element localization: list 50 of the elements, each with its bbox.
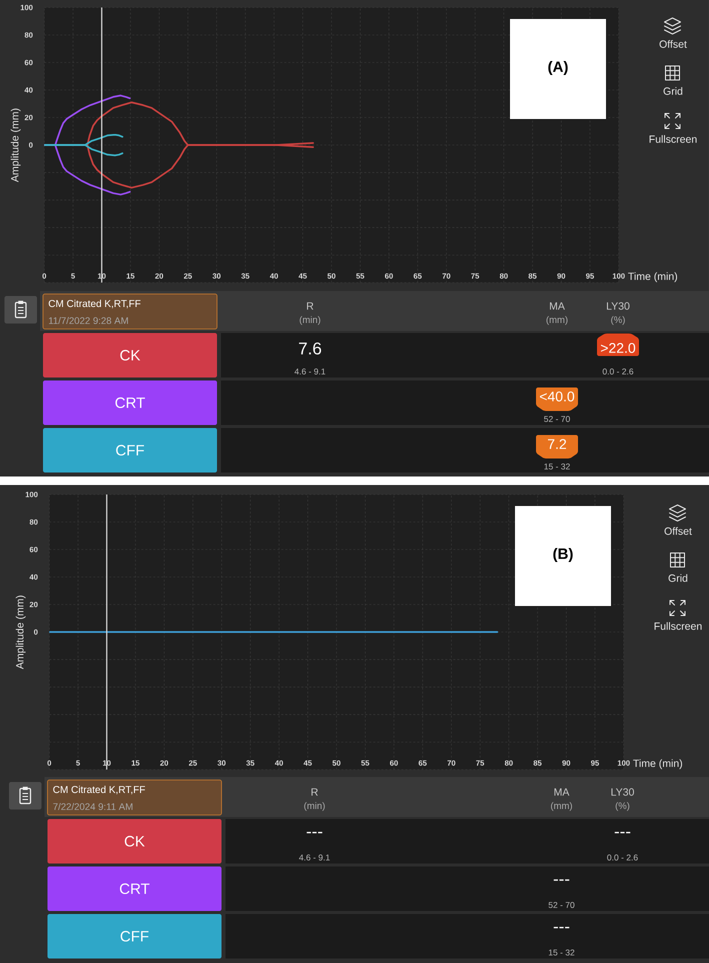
text: Grid xyxy=(664,87,682,95)
y-axis-title: Amplitude (mm) xyxy=(16,596,26,670)
text: MA xyxy=(550,302,565,310)
text: Fullscreen xyxy=(650,135,697,143)
y-axis-title: Amplitude (mm) xyxy=(10,108,21,182)
text: CM Citrated K,RT,FF xyxy=(48,300,140,308)
text: 4.6 - 9.1 xyxy=(299,854,330,861)
text: (min) xyxy=(304,802,325,811)
text: 11/7/2022 9:28 AM xyxy=(49,316,128,324)
text: 52 - 70 xyxy=(544,416,570,422)
text: (A) xyxy=(548,61,568,75)
text: (min) xyxy=(300,316,320,325)
text: 52 - 70 xyxy=(548,902,574,908)
text: 7/22/2024 9:11 AM xyxy=(53,802,132,810)
text: Grid xyxy=(668,574,688,582)
text: 15 - 32 xyxy=(548,949,574,956)
category-label: CFF xyxy=(120,930,148,942)
text: <40.0 xyxy=(540,392,574,402)
category-label: CK xyxy=(120,350,140,361)
category-label: CK xyxy=(124,836,145,847)
text: (%) xyxy=(616,802,630,811)
text: (mm) xyxy=(551,802,572,811)
text: --- xyxy=(614,832,630,834)
text: 15 - 32 xyxy=(544,463,570,470)
text: (%) xyxy=(611,316,625,325)
text: >22.0 xyxy=(600,343,636,353)
text: --- xyxy=(554,926,570,928)
text: MA xyxy=(554,788,570,796)
text: LY30 xyxy=(611,788,634,796)
category-label: CFF xyxy=(116,444,144,456)
text: CM Citrated K,RT,FF xyxy=(53,786,145,794)
text: Offset xyxy=(660,40,687,48)
category-label: CRT xyxy=(115,397,145,408)
text: 7.2 xyxy=(548,439,566,449)
text: LY30 xyxy=(606,302,630,310)
text: Offset xyxy=(664,527,692,535)
text: 0.0 - 2.6 xyxy=(607,854,638,861)
text: R xyxy=(312,788,318,796)
text: (B) xyxy=(553,548,573,562)
text: 4.6 - 9.1 xyxy=(294,368,326,375)
text: Fullscreen xyxy=(654,622,702,630)
text: --- xyxy=(554,879,570,881)
text: --- xyxy=(306,832,322,834)
text: (mm) xyxy=(546,316,568,325)
category-label: CRT xyxy=(120,883,150,894)
x-axis-title: Time (min) xyxy=(628,272,678,282)
text: 0.0 - 2.6 xyxy=(602,368,634,375)
text: R xyxy=(307,302,314,310)
x-axis-title: Time (min) xyxy=(633,759,682,770)
text: 7.6 xyxy=(299,342,322,355)
